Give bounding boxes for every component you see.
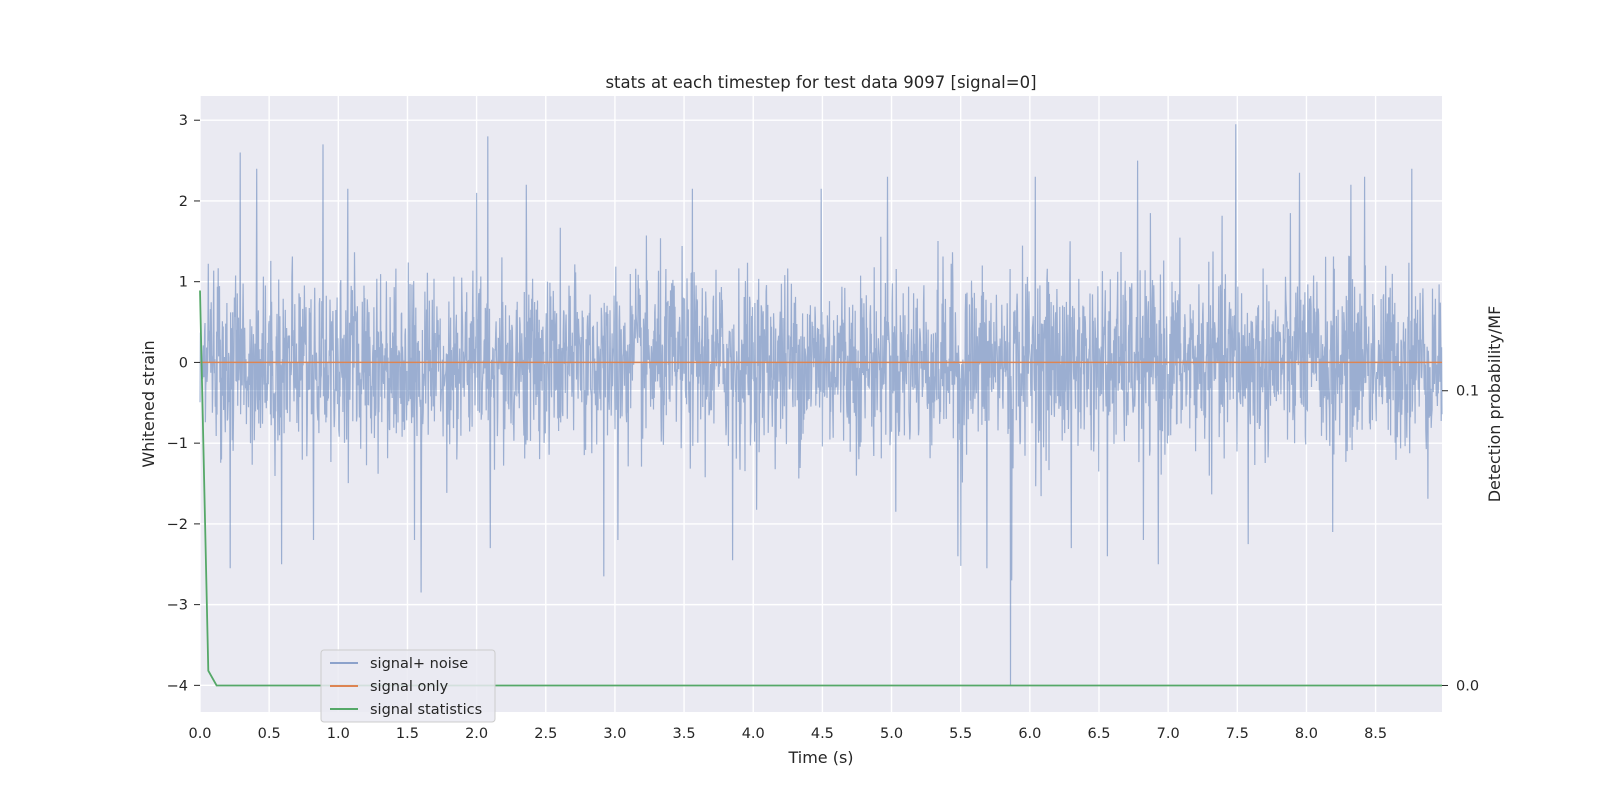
x-tick-label: 0.5 <box>258 726 281 742</box>
x-tick-label: 5.0 <box>880 726 903 742</box>
x-tick-label: 2.5 <box>534 726 557 742</box>
x-tick-label: 1.5 <box>396 726 419 742</box>
x-tick-label: 6.0 <box>1018 726 1041 742</box>
y-tick-label: −3 <box>167 598 188 614</box>
x-tick-label: 4.0 <box>742 726 765 742</box>
x-tick-label: 8.0 <box>1295 726 1318 742</box>
y2-tick-label: 0.0 <box>1456 678 1479 694</box>
y-tick-label: −1 <box>167 436 188 452</box>
tick-labels: 0.0 0.5 1.0 1.5 2.0 2.5 3.0 3.5 4.0 4.5 5.0 5.5 6.0 6… <box>167 113 1479 742</box>
series-signal-statistics-line <box>199 290 1442 687</box>
x-tick-label: 8.5 <box>1364 726 1387 742</box>
chart-title: stats at each timestep for test data 909… <box>605 73 1036 92</box>
legend-box <box>320 649 496 723</box>
y-tick-label: 0 <box>179 355 188 371</box>
x-tick-label: 7.5 <box>1226 726 1249 742</box>
plot-background <box>200 96 1442 712</box>
series-layer <box>199 124 1443 687</box>
legend-label-signal-noise: signal+ noise <box>370 656 468 672</box>
legend-label-signal-only: signal only <box>370 679 449 695</box>
x-tick-label: 5.5 <box>949 726 972 742</box>
x-tick-label: 2.0 <box>465 726 488 742</box>
y-tick-label: 1 <box>179 275 188 291</box>
y2-axis-label: Detection probability/MF <box>1485 306 1504 503</box>
y-tick-label: 3 <box>179 113 188 129</box>
y-tick-label: −4 <box>167 678 188 694</box>
x-tick-label: 1.0 <box>327 726 350 742</box>
x-tick-label: 3.5 <box>673 726 696 742</box>
x-tick-label: 3.0 <box>603 726 626 742</box>
y-axis-label: Whitened strain <box>139 340 158 467</box>
y2-tick-label: 0.1 <box>1456 384 1479 400</box>
legend-label-signal-statistics: signal statistics <box>370 702 482 718</box>
y-tick-label: −2 <box>167 517 188 533</box>
x-tick-label: 6.5 <box>1087 726 1110 742</box>
x-tick-label: 4.5 <box>811 726 834 742</box>
x-axis-label: Time (s) <box>787 748 853 767</box>
y-tick-label: 2 <box>179 194 188 210</box>
x-tick-label: 0.0 <box>188 726 211 742</box>
legend: signal+ noise signal only signal statist… <box>320 649 496 723</box>
x-tick-label: 7.0 <box>1157 726 1180 742</box>
series-signal-noise-line <box>199 124 1443 686</box>
